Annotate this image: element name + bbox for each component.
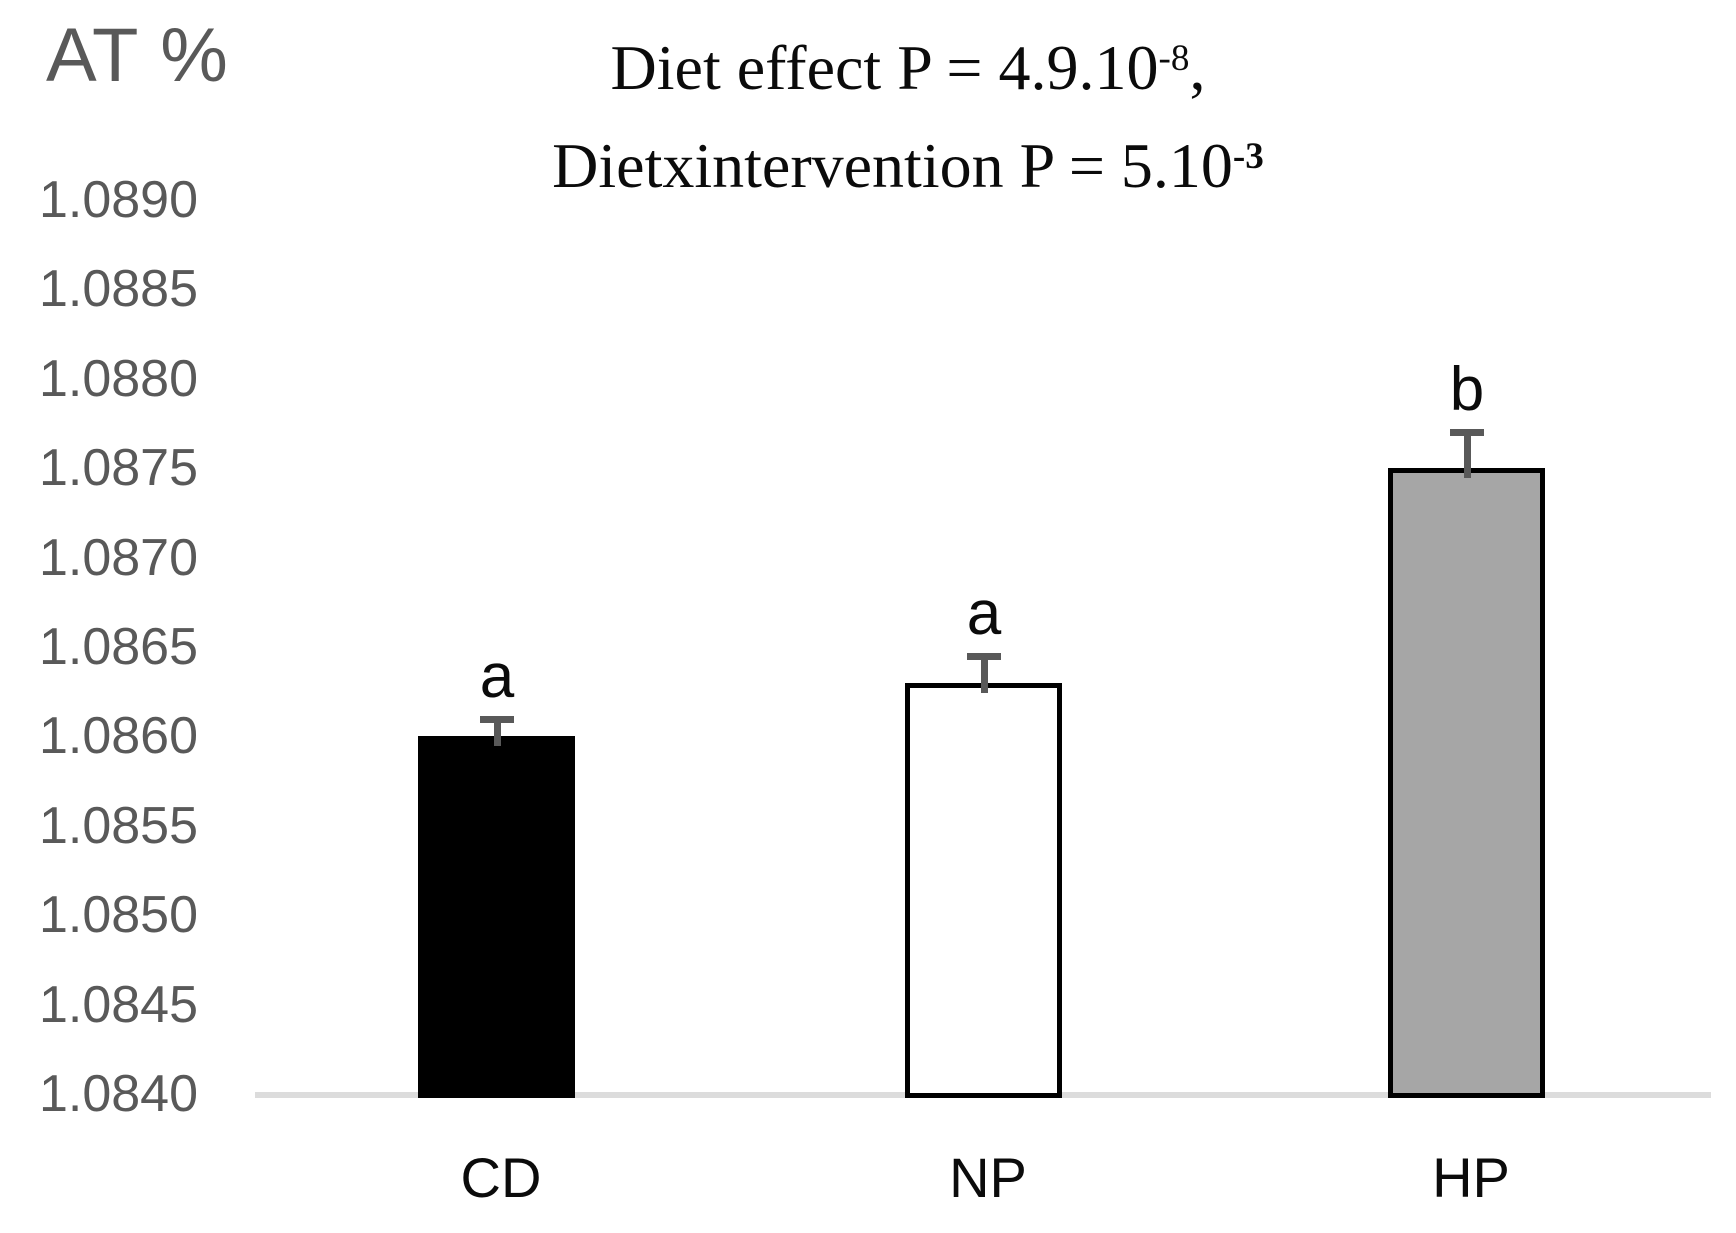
- y-tick-label: 1.0855: [38, 797, 198, 855]
- title-line2-superscript: -3: [1232, 135, 1264, 177]
- error-bar-stem: [981, 657, 988, 693]
- y-tick-label: 1.0890: [38, 171, 198, 229]
- y-tick-label: 1.0865: [38, 618, 198, 676]
- y-tick-label: 1.0875: [38, 439, 198, 497]
- chart-title-line1: Diet effect P = 4.9.10-8,: [358, 24, 1458, 122]
- chart-title-line2: Dietxintervention P = 5.10-3: [358, 122, 1458, 220]
- title-line2-text: Dietxintervention P = 5.10: [552, 130, 1233, 201]
- chart-title: Diet effect P = 4.9.10-8, Dietxintervent…: [358, 24, 1458, 220]
- y-tick-label: 1.0845: [38, 976, 198, 1034]
- y-tick-label: 1.0850: [38, 886, 198, 944]
- significance-letter-hp: b: [1449, 355, 1485, 424]
- x-axis-label-cd: CD: [460, 1146, 542, 1209]
- y-tick-label: 1.0885: [38, 260, 198, 318]
- error-bar-stem: [494, 720, 501, 746]
- x-axis-label-hp: HP: [1432, 1146, 1510, 1209]
- title-line1-comma: ,: [1189, 32, 1206, 103]
- x-axis-label-np: NP: [949, 1146, 1027, 1209]
- y-tick-label: 1.0860: [38, 707, 198, 765]
- significance-letter-cd: a: [479, 642, 515, 711]
- y-axis-title: AT %: [46, 13, 229, 98]
- bar-hp: [1388, 468, 1545, 1098]
- error-bar-cap: [967, 653, 1001, 660]
- error-bar-cap: [1450, 429, 1484, 436]
- error-bar-cap: [480, 716, 514, 723]
- error-bar-stem: [1464, 433, 1471, 478]
- y-tick-label: 1.0870: [38, 529, 198, 587]
- title-line1-text: Diet effect P = 4.9.10: [610, 32, 1159, 103]
- y-tick-label: 1.0880: [38, 350, 198, 408]
- bar-cd: [418, 736, 575, 1098]
- significance-letter-np: a: [966, 579, 1002, 648]
- title-line1-superscript: -8: [1158, 37, 1190, 79]
- bar-np: [905, 683, 1062, 1098]
- y-tick-label: 1.0840: [38, 1065, 198, 1123]
